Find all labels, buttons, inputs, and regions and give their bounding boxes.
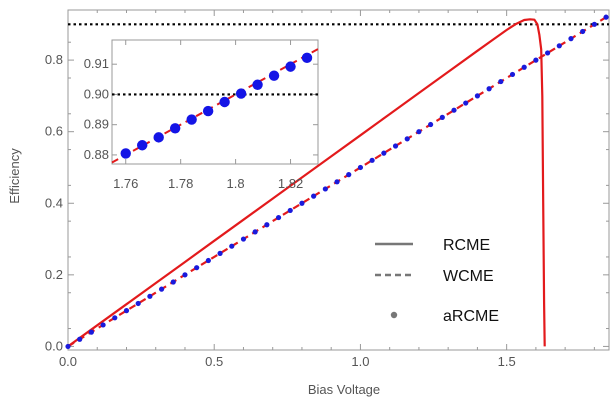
data-point (287, 207, 293, 214)
data-point (135, 300, 141, 307)
data-point (498, 78, 504, 85)
inset-data-point (268, 70, 280, 81)
plot-border (67, 9, 610, 351)
data-point (252, 229, 258, 235)
y-tick-label: 0.8 (45, 52, 63, 67)
data-point (556, 43, 562, 49)
x-tick-label: 1.5 (498, 354, 516, 369)
data-point (264, 222, 270, 228)
legend-swatch-marker (390, 311, 398, 319)
data-point (439, 114, 445, 120)
legend-label: RCME (443, 237, 490, 254)
x-axis-label: Bias Voltage (308, 382, 380, 397)
data-point (568, 36, 574, 42)
y-tick-label: 0.2 (45, 267, 63, 282)
data-point (451, 107, 457, 113)
legend-label: aRCME (443, 308, 499, 325)
data-point (381, 150, 387, 156)
x-tick-label: 0.5 (205, 354, 223, 369)
inset-data-point (169, 123, 181, 134)
data-point (147, 293, 153, 299)
data-point (334, 179, 340, 185)
data-point (170, 279, 176, 285)
data-point (521, 64, 527, 70)
data-point (357, 164, 364, 171)
data-point (88, 329, 94, 335)
inset-y-tick-label: 0.91 (84, 56, 109, 71)
series-line-RCME (67, 18, 546, 348)
inset-x-tick-label: 1.78 (168, 176, 193, 191)
series-aRCME (65, 14, 609, 350)
data-point (299, 200, 305, 206)
y-tick-label: 0.6 (45, 124, 63, 139)
inset-y-tick-label: 0.88 (84, 147, 109, 162)
inset-y-tick-label: 0.89 (84, 117, 109, 132)
inset-chart: 0.88 0.89 0.90 0.91 1.76 1.78 1.8 1.82 (84, 39, 319, 191)
legend: RCME WCME aRCME (375, 237, 499, 325)
inset-data-point (285, 61, 296, 72)
inset-data-point (301, 52, 313, 64)
data-point (205, 257, 211, 264)
inset-x-tick-label: 1.8 (227, 176, 245, 191)
inset-data-point (137, 140, 148, 151)
data-point (392, 143, 399, 149)
data-point (275, 214, 282, 221)
data-point (463, 100, 469, 106)
data-point (533, 57, 539, 63)
data-point (311, 193, 317, 199)
inset-data-point (219, 96, 230, 108)
data-point (194, 265, 200, 271)
inset-data-point (235, 88, 247, 99)
data-point (591, 21, 597, 27)
data-point (603, 14, 609, 20)
inset-data-point (120, 148, 131, 159)
data-point (404, 136, 410, 142)
series-layer (65, 14, 609, 350)
y-tick-label: 0.4 (45, 195, 63, 210)
data-point (474, 93, 481, 99)
data-point (123, 308, 130, 314)
inset-y-tick-label: 0.90 (84, 86, 109, 101)
plot-frame (67, 9, 610, 351)
y-axis-ticks: 0.0 0.2 0.4 0.6 0.8 (45, 41, 609, 353)
data-point (77, 336, 83, 342)
data-point (322, 186, 328, 192)
data-point (544, 50, 551, 56)
inset-data-point (202, 105, 214, 117)
data-point (369, 157, 375, 163)
inset-x-tick-label: 1.82 (278, 176, 303, 191)
data-point (229, 243, 235, 249)
data-point (240, 236, 247, 242)
data-point (509, 71, 516, 78)
inset-data-point (153, 132, 164, 143)
data-point (112, 315, 118, 321)
inset-data-point (252, 79, 263, 90)
y-axis-label: Efficiency (7, 148, 22, 204)
x-tick-label: 1.0 (351, 354, 369, 369)
data-point (428, 121, 434, 128)
data-point (346, 172, 352, 178)
data-point (158, 286, 165, 292)
data-point (65, 343, 71, 350)
inset-data-point (186, 114, 197, 125)
data-point (217, 250, 223, 256)
data-point (580, 28, 586, 35)
data-point (182, 272, 188, 278)
inset-x-tick-label: 1.76 (113, 176, 138, 191)
data-point (486, 86, 492, 92)
legend-label: WCME (443, 268, 494, 285)
data-point (416, 129, 422, 135)
y-tick-label: 0.0 (45, 338, 63, 353)
data-point (100, 322, 106, 328)
x-tick-label: 0.0 (59, 354, 77, 369)
